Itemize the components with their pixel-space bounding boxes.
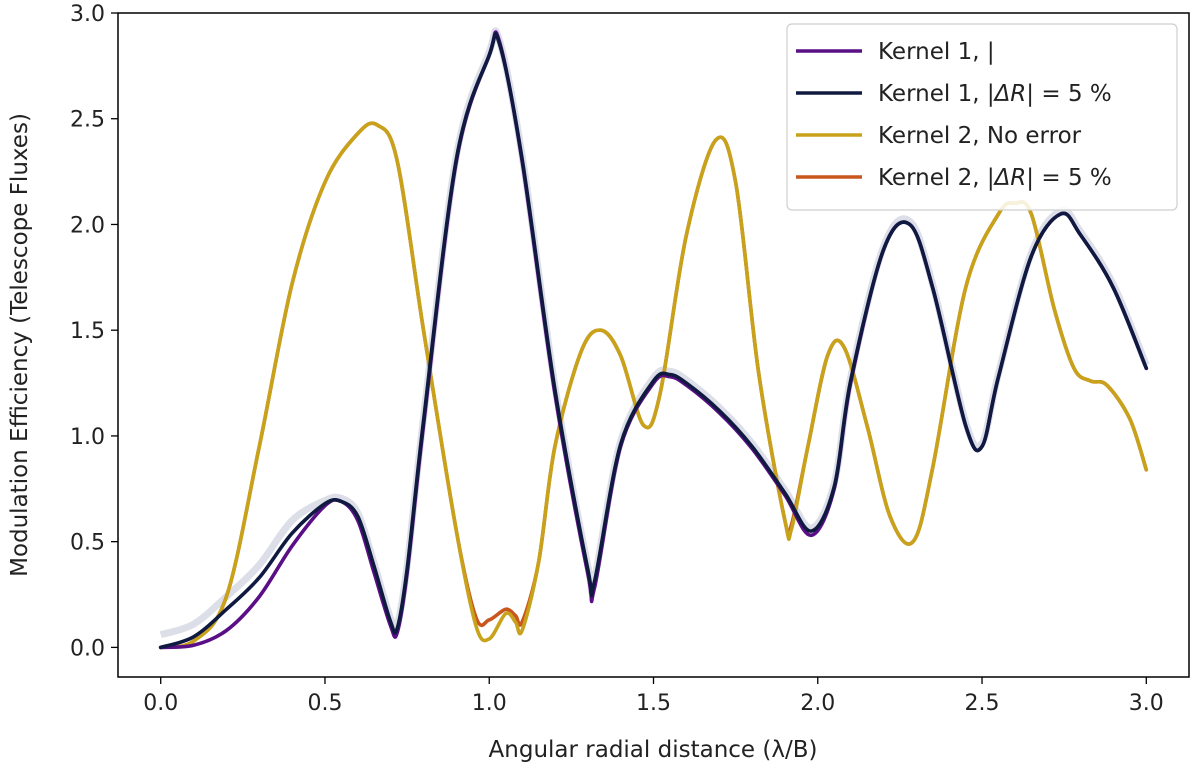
legend-box (786, 23, 1178, 211)
x-axis-label: Angular radial distance (λ/B) (489, 737, 818, 763)
legend-label: Kernel 2, |ΔR| = 5 % (878, 165, 1112, 191)
y-tick-label: 0.5 (70, 531, 105, 556)
x-tick-label: 0.5 (307, 691, 342, 716)
legend-label: Kernel 1, | (878, 39, 995, 65)
x-tick-label: 0.0 (143, 691, 178, 716)
y-tick-label: 2.0 (70, 213, 105, 238)
x-tick-label: 2.0 (800, 691, 835, 716)
y-tick-label: 1.0 (70, 425, 105, 450)
legend-label: Kernel 2, No error (878, 123, 1082, 149)
x-tick-label: 3.0 (1129, 691, 1164, 716)
x-tick-label: 1.5 (636, 691, 671, 716)
x-tick-label: 2.5 (965, 691, 1000, 716)
y-tick-label: 2.5 (70, 108, 105, 133)
x-tick-label: 1.0 (472, 691, 507, 716)
series-line-1 (158, 32, 1149, 650)
y-tick-label: 1.5 (70, 319, 105, 344)
series-line-2 (158, 121, 1149, 650)
legend: Kernel 1, | Kernel 1, |ΔR| = 5 % Kernel 2,… (786, 23, 1178, 211)
y-tick-label: 0.0 (70, 636, 105, 661)
y-axis-label: Modulation Efficiency (Telescope Fluxes) (7, 113, 33, 577)
plot-lines (158, 27, 1150, 650)
y-tick-label: 3.0 (70, 2, 105, 27)
plot-frame (117, 12, 1190, 678)
legend-label: Kernel 1, |ΔR| = 5 % (878, 81, 1112, 107)
axis-ticks: 0.0 0.5 1.0 1.5 2.0 2.5 3.0 0.0 0.5 1.0 1.5 2.0 2.5 3… (70, 2, 1164, 716)
